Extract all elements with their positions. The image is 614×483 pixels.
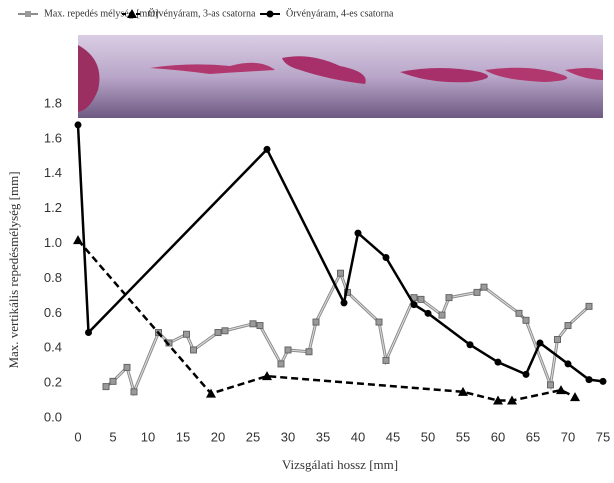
legend-label: Örvényáram, 4-es csatorna [286,7,394,19]
x-tick-label: 25 [246,429,260,444]
x-tick-label: 40 [351,429,365,444]
y-tick-label: 0.2 [44,375,62,390]
point [522,316,530,324]
point [206,388,216,398]
point [183,330,190,338]
x-tick-label: 75 [596,429,610,444]
x-tick-label: 70 [561,429,575,444]
point [382,254,390,262]
y-axis-label: Max. vertikális repedésmélység [mm] [6,171,21,368]
x-tick-label: 0 [74,429,81,444]
y-tick-label: 1.0 [44,235,62,250]
point [221,327,229,335]
point [536,339,544,347]
point [494,358,502,366]
legend-marker [127,9,137,18]
x-tick-label: 5 [109,429,116,444]
x-tick-label: 15 [176,429,190,444]
point [85,329,92,337]
point [480,283,488,291]
specimen-photo [78,35,603,118]
point [262,371,272,381]
y-tick-label: 1.4 [44,165,62,180]
point [585,376,593,384]
x-tick-label: 65 [526,429,540,444]
legend-marker [25,11,31,17]
point [382,356,390,364]
x-tick-label: 10 [141,429,155,444]
point [249,320,257,328]
x-tick-label: 30 [281,429,295,444]
point [424,309,432,317]
point [458,386,468,396]
y-tick-label: 0.4 [44,340,62,355]
point [585,302,593,310]
point [554,336,561,343]
point [340,299,348,307]
point [445,294,453,302]
point [256,322,264,330]
point [102,383,110,391]
y-tick-label: 1.6 [44,130,62,145]
x-tick-label: 45 [386,429,400,444]
y-tick-label: 0.8 [44,270,62,285]
point [73,235,83,245]
y-tick-label: 1.2 [44,200,62,215]
point [277,360,285,368]
point [493,395,503,405]
legend-label: Örvényáram, 3-as csatorna [148,7,256,19]
point [417,295,425,303]
point [599,377,607,385]
point [337,269,344,277]
point [74,121,82,129]
point [375,318,383,326]
point [109,377,117,385]
point [123,363,131,371]
point [556,385,566,395]
x-tick-label: 35 [316,429,330,444]
x-tick-label: 55 [456,429,470,444]
point [190,346,197,354]
point [130,388,138,396]
point [564,322,572,330]
legend-marker [266,10,274,18]
series-line [77,239,576,402]
point [438,311,446,319]
y-tick-label: 0.6 [44,305,62,320]
point [547,381,554,389]
point [312,318,320,326]
y-tick-label: 1.8 [44,95,62,110]
point [473,288,481,296]
point [214,329,222,337]
point [354,229,362,237]
point [515,309,523,317]
point [263,145,271,153]
point [570,392,580,402]
point [305,348,313,356]
legend-label: Max. repedés mélység [mm] [44,8,158,19]
point [410,301,418,309]
point [522,370,530,378]
point [284,346,292,354]
x-tick-label: 60 [491,429,505,444]
point [507,395,517,405]
x-axis-label: Vizsgálati hossz [mm] [282,457,398,472]
series-line [76,124,604,383]
x-tick-label: 50 [421,429,435,444]
point [466,341,474,349]
y-tick-label: 0.0 [44,409,62,424]
point [564,360,572,368]
x-tick-label: 20 [211,429,225,444]
